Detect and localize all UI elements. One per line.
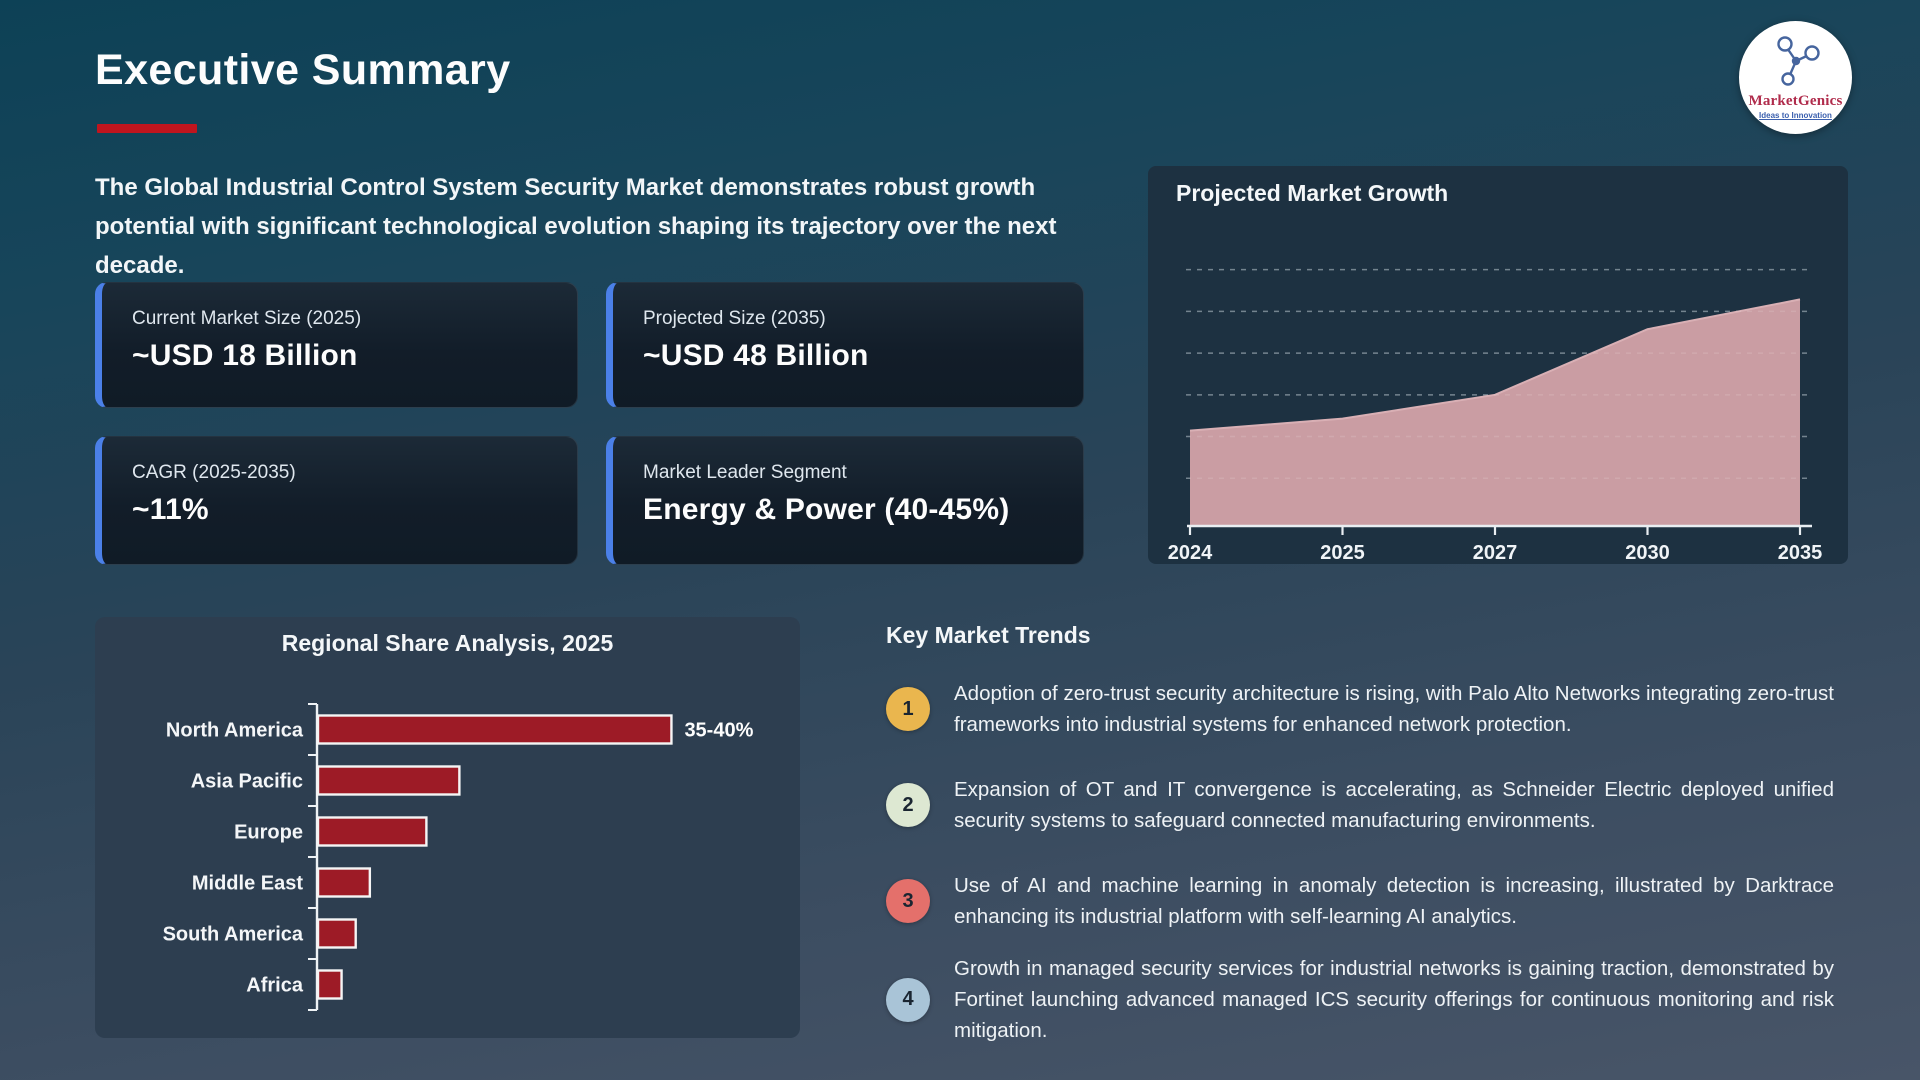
- regional-chart-title: Regional Share Analysis, 2025: [281, 630, 614, 656]
- trend-text-1: Adoption of zero-trust security architec…: [954, 682, 1834, 736]
- x-tick-label: 2035: [1778, 542, 1823, 564]
- trend-badge-1: 1: [886, 687, 930, 731]
- bar-middle-east: [316, 867, 372, 898]
- bar-africa: [316, 969, 343, 1000]
- trend-item-1: 1 Adoption of zero-trust security archit…: [886, 678, 1834, 740]
- stat-label: Projected Size (2035): [643, 308, 826, 329]
- bar-category-label: Asia Pacific: [191, 771, 303, 793]
- trend-text-3: Use of AI and machine learning in anomal…: [954, 874, 1834, 928]
- trend-text-2: Expansion of OT and IT convergence is ac…: [954, 778, 1834, 832]
- trend-item-4: 4 Growth in managed security services fo…: [886, 953, 1834, 1046]
- growth-chart-title: Projected Market Growth: [1176, 180, 1449, 206]
- regional-share-panel: Regional Share Analysis, 2025 North Amer…: [95, 617, 800, 1038]
- x-tick-label: 2025: [1320, 542, 1365, 564]
- projected-market-growth-panel: Projected Market Growth 2024 2025 2027 2030…: [1148, 166, 1848, 564]
- growth-area-edge: [1189, 298, 1801, 432]
- bar-category-label: North America: [166, 720, 304, 742]
- bar-north-america: [316, 714, 673, 745]
- molecule-icon: [1769, 35, 1823, 91]
- stat-card-projected-size: Projected Size (2035) ~USD 48 Billion: [606, 282, 1084, 408]
- intro-paragraph: The Global Industrial Control System Sec…: [95, 174, 1057, 279]
- bar-category-label: South America: [163, 924, 304, 946]
- stat-label: CAGR (2025-2035): [132, 462, 296, 483]
- key-market-trends-heading: Key Market Trends: [886, 622, 1091, 648]
- stat-card-cagr: CAGR (2025-2035) ~11%: [95, 436, 578, 565]
- trend-badge-3: 3: [886, 879, 930, 923]
- bar-category-label: Europe: [234, 822, 303, 844]
- stat-label: Market Leader Segment: [643, 462, 847, 483]
- title-underline: [97, 124, 197, 133]
- stat-card-current-market-size: Current Market Size (2025) ~USD 18 Billi…: [95, 282, 578, 408]
- x-tick-label: 2030: [1625, 542, 1670, 564]
- stat-value: Energy & Power (40-45%): [643, 493, 1010, 526]
- stat-value: ~USD 18 Billion: [132, 339, 358, 372]
- x-tick-label: 2024: [1168, 542, 1213, 564]
- stat-label: Current Market Size (2025): [132, 308, 362, 329]
- brand-logo: MarketGenics Ideas to Innovation: [1739, 21, 1852, 134]
- bar-south-america: [316, 918, 357, 949]
- growth-chart-svg: 2024 2025 2027 2030 2035: [1168, 268, 1823, 564]
- bar-category-label: Middle East: [192, 873, 303, 895]
- trend-item-2: 2 Expansion of OT and IT convergence is …: [886, 774, 1834, 836]
- trend-item-3: 3 Use of AI and machine learning in anom…: [886, 870, 1834, 932]
- stat-value: ~11%: [132, 493, 209, 526]
- trend-text-4: Growth in managed security services for …: [954, 957, 1834, 1042]
- stat-value: ~USD 48 Billion: [643, 339, 869, 372]
- trend-badge-2: 2: [886, 783, 930, 827]
- logo-tagline-text: Ideas to Innovation: [1759, 110, 1832, 120]
- bar-value-label: 35-40%: [684, 720, 753, 742]
- logo-brand-text: MarketGenics: [1748, 92, 1843, 109]
- bar-asia-pacific: [316, 765, 461, 796]
- regional-chart-svg: North America 35-40% Asia Pacific Europe Mid…: [163, 703, 754, 1011]
- bar-category-label: Africa: [246, 975, 304, 997]
- x-tick-label: 2027: [1473, 542, 1518, 564]
- stat-card-market-leader-segment: Market Leader Segment Energy & Power (40…: [606, 436, 1084, 565]
- bar-europe: [316, 816, 428, 847]
- trend-badge-4: 4: [886, 977, 930, 1022]
- page-title: Executive Summary: [95, 46, 511, 94]
- growth-area: [1190, 299, 1800, 526]
